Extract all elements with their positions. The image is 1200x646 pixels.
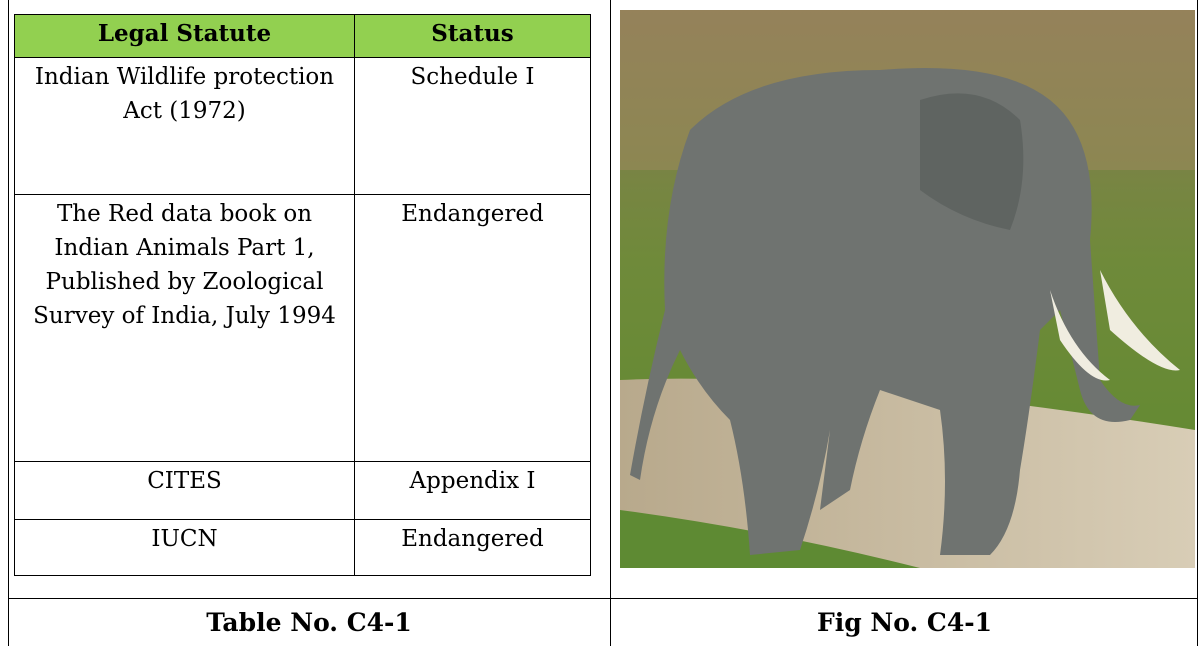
cell: CITES bbox=[14, 461, 355, 520]
header-cell: Legal Statute bbox=[14, 14, 355, 58]
cell: Schedule I bbox=[354, 57, 591, 195]
layout-frame bbox=[8, 0, 1198, 646]
header-cell: Status bbox=[354, 14, 591, 58]
cell: The Red data book on Indian Animals Part… bbox=[14, 194, 355, 462]
cell: IUCN bbox=[14, 519, 355, 576]
cell: Appendix I bbox=[354, 461, 591, 520]
row: The Red data book on Indian Animals Part… bbox=[14, 194, 591, 462]
elephant-photo bbox=[620, 10, 1195, 568]
cell: Indian Wildlife protection Act (1972) bbox=[14, 57, 355, 195]
status-table: Legal Statute Status Indian Wildlife pro… bbox=[14, 14, 591, 576]
figure-caption: Fig No. C4-1 bbox=[817, 608, 992, 637]
header-row: Legal Statute Status bbox=[14, 14, 591, 58]
table-caption: Table No. C4-1 bbox=[206, 608, 412, 637]
divider bbox=[8, 598, 1198, 599]
cell: Endangered bbox=[354, 519, 591, 576]
row: CITES Appendix I bbox=[14, 461, 591, 520]
row: Indian Wildlife protection Act (1972) Sc… bbox=[14, 57, 591, 195]
row: IUCN Endangered bbox=[14, 519, 591, 576]
divider bbox=[610, 0, 611, 646]
cell: Endangered bbox=[354, 194, 591, 462]
